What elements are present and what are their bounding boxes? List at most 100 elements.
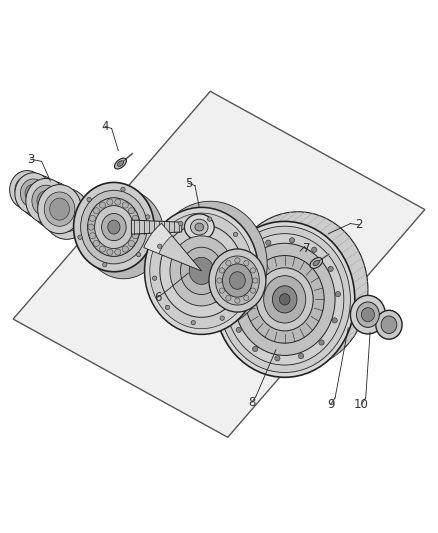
Circle shape <box>235 298 240 303</box>
Circle shape <box>232 276 237 281</box>
Ellipse shape <box>44 192 75 227</box>
Circle shape <box>220 316 224 320</box>
Ellipse shape <box>44 189 89 239</box>
Circle shape <box>219 288 224 293</box>
Circle shape <box>78 235 82 239</box>
Ellipse shape <box>43 195 62 215</box>
Ellipse shape <box>31 187 48 206</box>
Text: 5: 5 <box>185 177 192 190</box>
Ellipse shape <box>361 308 374 322</box>
Text: 10: 10 <box>354 398 369 411</box>
Circle shape <box>208 217 212 221</box>
Ellipse shape <box>32 182 74 228</box>
Circle shape <box>122 202 128 208</box>
Circle shape <box>134 224 140 230</box>
Ellipse shape <box>245 255 324 343</box>
Ellipse shape <box>230 272 245 289</box>
Circle shape <box>226 295 231 301</box>
Ellipse shape <box>234 243 335 356</box>
Circle shape <box>298 353 304 359</box>
Circle shape <box>244 261 249 265</box>
Ellipse shape <box>26 182 53 212</box>
Ellipse shape <box>150 213 253 329</box>
Circle shape <box>251 268 256 273</box>
Ellipse shape <box>180 247 223 295</box>
Ellipse shape <box>15 173 52 214</box>
Ellipse shape <box>313 260 319 265</box>
Ellipse shape <box>153 201 267 328</box>
Ellipse shape <box>88 198 140 256</box>
Ellipse shape <box>191 219 208 235</box>
Circle shape <box>251 288 256 293</box>
Circle shape <box>152 276 157 280</box>
Circle shape <box>93 208 99 214</box>
Circle shape <box>332 318 337 323</box>
Circle shape <box>241 293 245 298</box>
Circle shape <box>145 215 150 219</box>
Circle shape <box>290 238 295 243</box>
Ellipse shape <box>189 257 214 285</box>
Text: 2: 2 <box>355 219 363 231</box>
Ellipse shape <box>50 198 69 220</box>
Ellipse shape <box>81 190 147 264</box>
Ellipse shape <box>51 196 82 232</box>
Ellipse shape <box>74 182 154 272</box>
Ellipse shape <box>228 212 368 368</box>
Text: 9: 9 <box>327 398 335 411</box>
Text: 7: 7 <box>303 243 311 255</box>
Circle shape <box>229 302 234 307</box>
Circle shape <box>253 278 258 283</box>
Circle shape <box>93 240 99 246</box>
Circle shape <box>244 295 249 301</box>
Circle shape <box>99 202 106 208</box>
Circle shape <box>121 187 125 192</box>
Text: 8: 8 <box>248 396 255 409</box>
Ellipse shape <box>108 220 120 234</box>
Circle shape <box>88 224 94 230</box>
Ellipse shape <box>19 181 35 198</box>
Text: 6: 6 <box>154 290 162 304</box>
Circle shape <box>179 221 183 226</box>
Circle shape <box>253 346 258 352</box>
Ellipse shape <box>209 249 266 312</box>
Ellipse shape <box>38 189 67 221</box>
Circle shape <box>226 261 231 265</box>
Circle shape <box>233 232 238 237</box>
Ellipse shape <box>279 294 290 305</box>
Circle shape <box>128 240 134 246</box>
Ellipse shape <box>219 226 350 373</box>
Polygon shape <box>131 220 182 234</box>
Circle shape <box>89 233 95 239</box>
Circle shape <box>217 278 222 283</box>
Ellipse shape <box>26 179 66 223</box>
Circle shape <box>158 244 162 248</box>
Ellipse shape <box>57 203 77 225</box>
Circle shape <box>102 263 107 267</box>
Circle shape <box>115 249 121 255</box>
Ellipse shape <box>15 176 39 204</box>
Circle shape <box>328 266 333 271</box>
Ellipse shape <box>170 236 233 306</box>
Ellipse shape <box>256 268 313 331</box>
Ellipse shape <box>10 171 45 209</box>
Circle shape <box>319 340 324 345</box>
Ellipse shape <box>226 233 344 365</box>
Ellipse shape <box>195 223 204 231</box>
Ellipse shape <box>114 158 127 169</box>
Ellipse shape <box>83 189 164 279</box>
Ellipse shape <box>25 184 42 203</box>
Circle shape <box>191 320 195 325</box>
Wedge shape <box>159 236 201 271</box>
Circle shape <box>89 215 95 221</box>
Ellipse shape <box>37 191 55 211</box>
Text: 3: 3 <box>27 152 34 166</box>
Ellipse shape <box>223 264 252 297</box>
Ellipse shape <box>215 256 259 305</box>
Ellipse shape <box>145 207 258 334</box>
Ellipse shape <box>38 184 81 233</box>
Circle shape <box>137 253 141 257</box>
Circle shape <box>87 197 91 201</box>
Circle shape <box>115 199 121 205</box>
Ellipse shape <box>95 206 133 248</box>
Ellipse shape <box>272 286 297 313</box>
